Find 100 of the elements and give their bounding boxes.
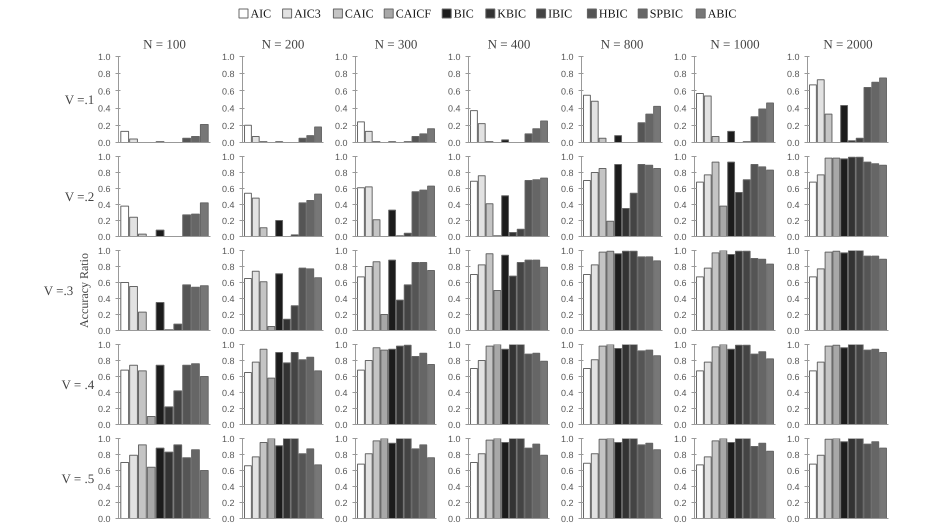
- y-tick-label: 1.0: [560, 152, 574, 162]
- y-tick-label: 0.4: [786, 104, 800, 114]
- y-tick-label: 0.4: [334, 388, 348, 398]
- y-tick-label: 0.0: [674, 420, 687, 430]
- y-tick-label: 0.0: [222, 138, 235, 148]
- y-tick-label: 0.0: [448, 514, 461, 524]
- y-tick-label: 0.6: [786, 278, 800, 288]
- y-tick-label: 0.0: [786, 514, 800, 524]
- y-tick-label: 0.0: [334, 514, 348, 524]
- legend-label: CAIC: [344, 6, 374, 20]
- y-tick-label: 0.2: [334, 310, 348, 320]
- y-tick-label: 1.0: [560, 52, 574, 62]
- y-tick-label: 1.0: [560, 246, 574, 256]
- y-tick-label: 0.4: [98, 294, 111, 304]
- y-tick-label: 0.4: [560, 294, 574, 304]
- y-tick-label: 1.0: [334, 52, 348, 62]
- y-tick-label: 0.8: [560, 168, 574, 178]
- y-tick-label: 0.4: [98, 482, 111, 492]
- y-tick-label: 0.8: [786, 69, 800, 80]
- y-tick-label: 1.0: [448, 340, 461, 350]
- y-tick-label: 0.2: [98, 404, 111, 414]
- y-tick-label: 0.0: [560, 232, 574, 242]
- y-tick-label: 0.4: [222, 388, 235, 398]
- chart-title: N = 300: [374, 36, 418, 52]
- y-tick-label: 1.0: [98, 52, 111, 62]
- y-tick-label: 0.6: [674, 278, 687, 288]
- y-tick-label: 0.2: [448, 310, 461, 320]
- y-tick-label: 0.4: [786, 294, 800, 304]
- y-tick-label: 0.8: [560, 356, 574, 366]
- y-tick-label: 0.6: [98, 372, 111, 382]
- y-tick-label: 0.4: [448, 200, 461, 210]
- y-tick-label: 1.0: [222, 246, 235, 256]
- y-tick-label: 1.0: [334, 434, 348, 444]
- y-axis-title: V =.1: [64, 92, 94, 107]
- y-tick-label: 0.4: [674, 104, 687, 114]
- y-tick-label: 0.2: [448, 498, 461, 508]
- y-tick-label: 1.0: [334, 152, 348, 162]
- legend-label: KBIC: [497, 6, 526, 20]
- y-tick-label: 0.8: [448, 450, 461, 460]
- y-tick-label: 1.0: [560, 340, 574, 350]
- chart-title: N = 2000: [823, 36, 873, 52]
- y-tick-label: 0.6: [222, 278, 235, 288]
- y-tick-label: 0.0: [98, 138, 111, 148]
- y-tick-label: 1.0: [334, 246, 348, 256]
- y-tick-label: 0.0: [448, 232, 461, 242]
- legend-label: ABIC: [708, 6, 736, 20]
- y-tick-label: 0.8: [222, 262, 235, 272]
- y-tick-label: 0.2: [674, 216, 687, 226]
- y-tick-label: 0.2: [98, 310, 111, 320]
- y-tick-label: 1.0: [674, 246, 687, 256]
- y-tick-label: 0.8: [98, 168, 111, 178]
- y-tick-label: 0.8: [98, 356, 111, 366]
- y-tick-label: 0.8: [334, 450, 348, 460]
- text: Accuracy Ratio: [76, 253, 91, 328]
- y-tick-label: 0.6: [222, 372, 235, 382]
- y-tick-label: 0.2: [786, 498, 800, 508]
- y-tick-label: 0.2: [222, 404, 235, 414]
- y-tick-label: 0.2: [786, 120, 800, 131]
- y-tick-label: 1.0: [786, 152, 800, 162]
- chart-title: N = 400: [488, 36, 530, 52]
- y-tick-label: 0.4: [674, 388, 687, 398]
- y-tick-label: 0.4: [560, 388, 574, 398]
- y-tick-label: 0.2: [674, 120, 687, 131]
- y-tick-label: 0.0: [448, 326, 461, 336]
- y-tick-label: 0.0: [674, 138, 687, 148]
- y-tick-label: 0.8: [222, 450, 235, 460]
- y-tick-label: 0.0: [222, 326, 235, 336]
- y-tick-label: 1.0: [786, 246, 800, 256]
- y-tick-label: 0.2: [786, 310, 800, 320]
- chart-title: N = 200: [262, 36, 304, 52]
- y-tick-label: 0.2: [98, 216, 111, 226]
- y-tick-label: 0.4: [560, 104, 574, 114]
- y-tick-label: 0.2: [222, 120, 235, 131]
- y-tick-label: 0.6: [98, 184, 111, 194]
- y-tick-label: 1.0: [222, 340, 235, 350]
- y-tick-label: 0.8: [674, 262, 687, 272]
- legend-label: AIC3: [294, 6, 321, 20]
- y-tick-label: 0.2: [560, 216, 574, 226]
- y-tick-label: 1.0: [674, 340, 687, 350]
- y-tick-label: 0.6: [674, 184, 687, 194]
- y-tick-label: 1.0: [98, 434, 111, 444]
- y-tick-label: 0.6: [674, 466, 687, 476]
- y-tick-label: 0.4: [222, 104, 235, 114]
- y-tick-label: 1.0: [448, 52, 461, 62]
- y-tick-label: 0.6: [334, 86, 348, 96]
- y-tick-label: 1.0: [448, 434, 461, 444]
- y-tick-label: 0.2: [222, 498, 235, 508]
- y-tick-label: 0.0: [448, 138, 461, 148]
- y-tick-label: 0.4: [334, 104, 348, 114]
- y-tick-label: 1.0: [98, 246, 111, 256]
- y-tick-label: 0.8: [560, 262, 574, 272]
- y-tick-label: 0.2: [674, 404, 687, 414]
- y-tick-label: 0.8: [222, 356, 235, 366]
- y-tick-label: 0.6: [560, 278, 574, 288]
- y-axis-title: V =.3: [44, 283, 74, 298]
- y-tick-label: 0.4: [98, 388, 111, 398]
- y-tick-label: 0.6: [222, 86, 235, 96]
- y-tick-label: 0.4: [448, 482, 461, 492]
- y-tick-label: 0.8: [786, 450, 800, 460]
- y-tick-label: 0.2: [334, 498, 348, 508]
